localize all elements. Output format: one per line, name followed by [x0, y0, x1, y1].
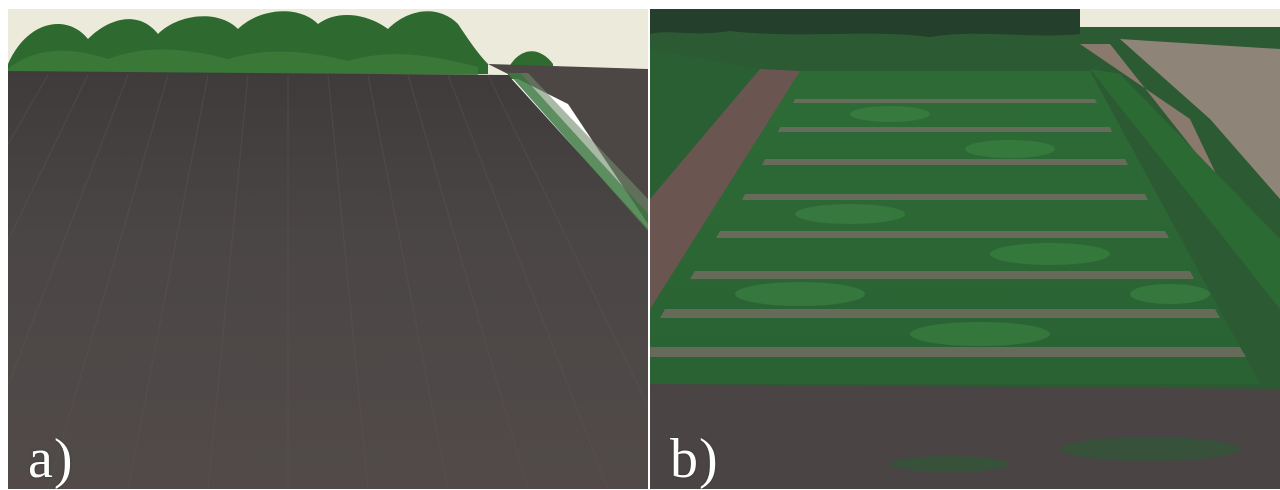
tree-line: [650, 9, 1080, 37]
bare-soil-scene: [8, 9, 648, 489]
panel-a-bare-soil-image: a): [8, 9, 648, 489]
furrow-lines: [8, 74, 648, 489]
panel-label-b: b): [670, 428, 719, 489]
panel-label-a: a): [28, 428, 74, 489]
panel-b-vegetated-image: b): [650, 9, 1280, 489]
far-slope: [488, 64, 648, 224]
left-path: [650, 69, 800, 309]
plot-row-gaps: [650, 99, 1246, 357]
right-crop-strip: [1090, 69, 1280, 309]
foreground-soil: [650, 384, 1280, 489]
soil-field: [8, 71, 648, 489]
left-crop-strip: [650, 49, 760, 199]
plot-highlights: [735, 106, 1210, 346]
right-field: [1120, 39, 1280, 199]
grass-strip: [508, 73, 648, 231]
vegetated-scene: [650, 9, 1280, 489]
tree-line: [8, 11, 553, 79]
sky: [1070, 9, 1280, 27]
